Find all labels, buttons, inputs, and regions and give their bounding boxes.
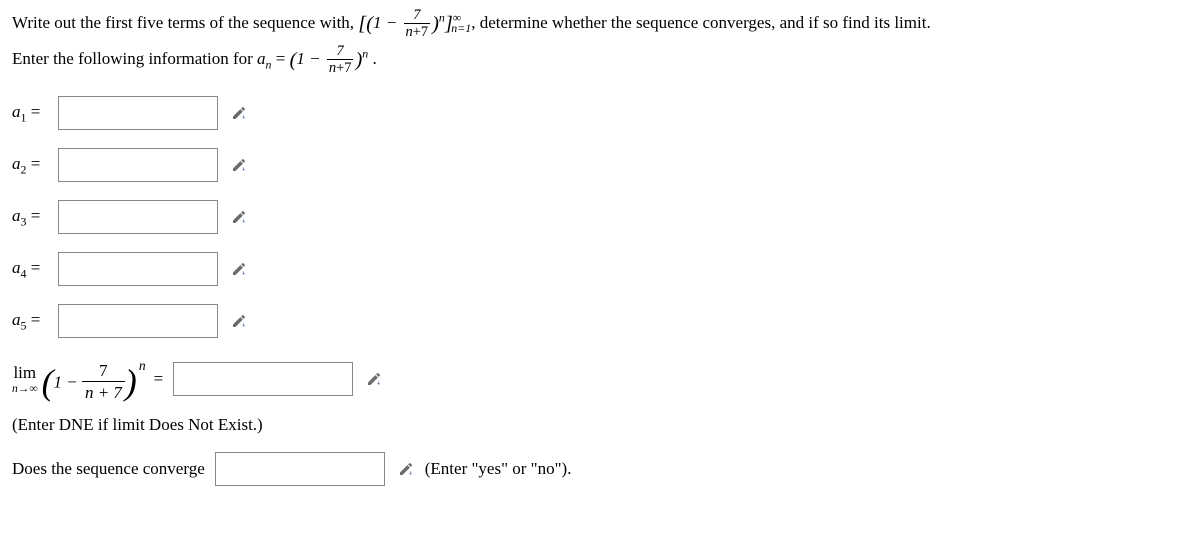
- limit-expression: (1 − 7n + 7)n: [42, 356, 152, 402]
- term-label-a3: a3 =: [12, 203, 58, 231]
- an-expression: an = (1 − 7n+7)n: [257, 49, 372, 68]
- term-row-5: a5 =: [12, 304, 1188, 338]
- fraction-7-over-nplus7-b: 7n+7: [327, 44, 354, 76]
- term-row-1: a1 =: [12, 96, 1188, 130]
- dne-hint: (Enter DNE if limit Does Not Exist.): [12, 412, 1188, 438]
- equals-sign: =: [154, 366, 164, 392]
- edit-icon[interactable]: [228, 310, 250, 332]
- term-label-a2: a2 =: [12, 151, 58, 179]
- converge-row: Does the sequence converge (Enter "yes" …: [12, 452, 1188, 486]
- limit-row: lim n→∞ (1 − 7n + 7)n =: [12, 356, 1188, 402]
- edit-icon[interactable]: [228, 102, 250, 124]
- edit-icon[interactable]: [363, 368, 385, 390]
- term-input-a3[interactable]: [58, 200, 218, 234]
- converge-question: Does the sequence converge: [12, 456, 205, 482]
- term-input-a5[interactable]: [58, 304, 218, 338]
- fraction-7-over-nplus7: 7n+7: [404, 8, 431, 40]
- edit-icon[interactable]: [228, 154, 250, 176]
- prompt-line1-pre: Write out the first five terms of the se…: [12, 13, 358, 32]
- prompt-line1-post: determine whether the sequence converges…: [480, 13, 931, 32]
- term-row-3: a3 =: [12, 200, 1188, 234]
- term-input-a2[interactable]: [58, 148, 218, 182]
- term-input-a1[interactable]: [58, 96, 218, 130]
- term-label-a1: a1 =: [12, 99, 58, 127]
- term-input-a4[interactable]: [58, 252, 218, 286]
- fraction-limit: 7n + 7: [82, 362, 125, 403]
- prompt-line2-post: .: [372, 49, 376, 68]
- term-label-a4: a4 =: [12, 255, 58, 283]
- prompt-line-2: Enter the following information for an =…: [12, 44, 1188, 76]
- lim-operator: lim n→∞: [12, 364, 38, 395]
- term-row-4: a4 =: [12, 252, 1188, 286]
- prompt-line-1: Write out the first five terms of the se…: [12, 8, 1188, 40]
- prompt-line2-pre: Enter the following information for: [12, 49, 257, 68]
- edit-icon[interactable]: [395, 458, 417, 480]
- term-label-a5: a5 =: [12, 307, 58, 335]
- limit-input[interactable]: [173, 362, 353, 396]
- edit-icon[interactable]: [228, 206, 250, 228]
- edit-icon[interactable]: [228, 258, 250, 280]
- converge-after: (Enter "yes" or "no").: [425, 456, 572, 482]
- sequence-expression: [(1 − 7n+7)n]∞n=1,: [358, 13, 479, 32]
- converge-input[interactable]: [215, 452, 385, 486]
- term-row-2: a2 =: [12, 148, 1188, 182]
